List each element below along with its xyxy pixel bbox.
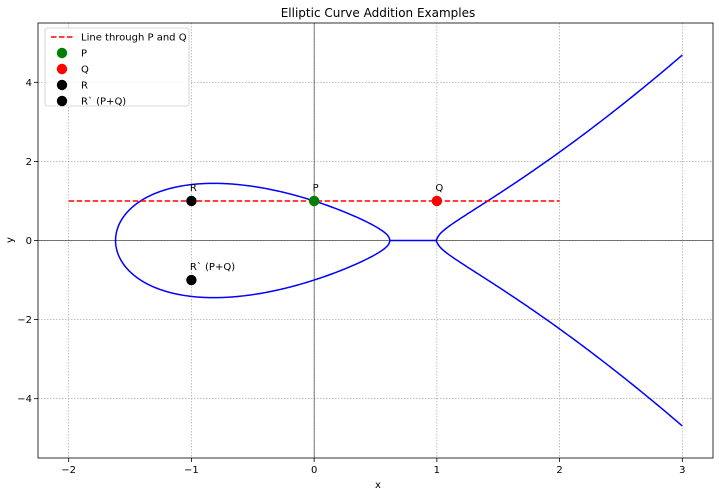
annotation-r-p-q: R` (P+Q) <box>190 261 235 273</box>
legend-swatch-r <box>56 79 68 91</box>
legend-label-line-through-p-and-q: Line through P and Q <box>81 33 187 44</box>
zero-axis-lines <box>38 23 713 458</box>
annotation-r: R <box>190 183 197 194</box>
x-axis-label: x <box>375 480 381 491</box>
annotation-p: P <box>313 183 319 194</box>
y-tick-label: 0 <box>26 236 32 247</box>
points <box>186 195 443 286</box>
y-axis-ticks: −4 −2 0 2 4 <box>17 78 38 405</box>
annotations: P Q R R` (P+Q) <box>190 183 443 273</box>
elliptic-curve-line <box>114 54 683 427</box>
point-q <box>431 195 443 207</box>
legend-label-r: R <box>81 81 88 92</box>
y-tick-label: −2 <box>17 315 32 326</box>
y-tick-label: 2 <box>26 157 32 168</box>
legend-box <box>44 27 190 107</box>
y-axis-label: y <box>5 237 16 243</box>
x-tick-label: 1 <box>434 465 440 476</box>
legend: Line through P and Q PQR R` (P+Q) <box>44 27 190 108</box>
legend-label-p: P <box>81 49 87 60</box>
point-p <box>308 195 320 207</box>
annotation-q: Q <box>435 183 443 194</box>
x-axis-ticks: −2 −1 0 1 2 3 <box>61 458 686 476</box>
legend-swatch-q <box>56 63 68 75</box>
legend-swatch-p <box>56 47 68 59</box>
legend-label-q: Q <box>81 65 89 76</box>
point-r <box>186 195 197 207</box>
x-tick-label: 3 <box>679 465 685 476</box>
legend-swatch-r-p-q <box>56 95 68 107</box>
chart-title: Elliptic Curve Addition Examples <box>281 6 476 20</box>
x-tick-label: −1 <box>184 465 199 476</box>
y-tick-label: −4 <box>17 394 32 405</box>
x-tick-label: 2 <box>556 465 562 476</box>
point-r-p-q <box>186 274 197 286</box>
legend-label-r-p-q: R` (P+Q) <box>81 96 126 108</box>
x-tick-label: 0 <box>311 465 317 476</box>
y-tick-label: 4 <box>26 78 32 89</box>
x-tick-label: −2 <box>61 465 76 476</box>
